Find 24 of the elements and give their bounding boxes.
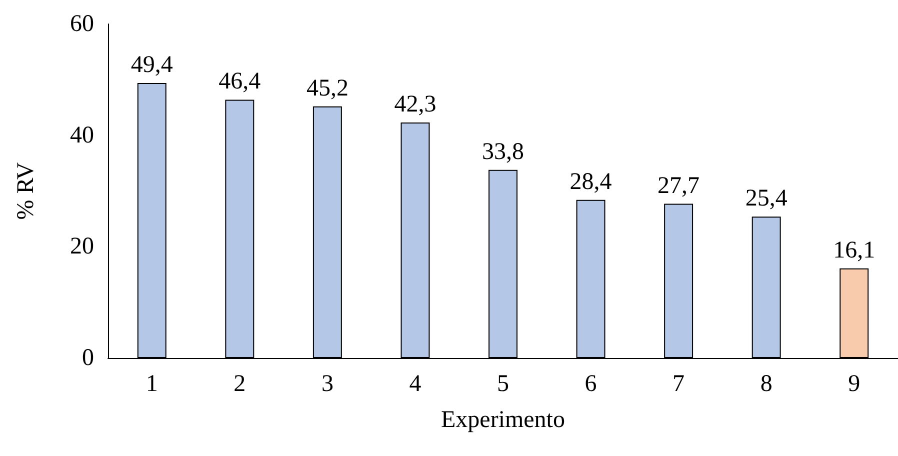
x-tick-label: 7 [672, 371, 685, 397]
data-label: 16,1 [833, 237, 876, 264]
y-tick-label: 60 [70, 11, 94, 37]
x-tick-label: 2 [234, 371, 246, 397]
data-label: 42,3 [394, 92, 436, 118]
x-axis-title: Experimento [441, 407, 565, 433]
x-tick-label: 4 [409, 371, 422, 397]
data-label: 46,4 [218, 68, 261, 95]
data-label: 28,4 [570, 168, 612, 195]
data-label: 33,8 [482, 138, 524, 165]
x-tick-label: 1 [146, 371, 158, 397]
x-tick-label: 6 [584, 371, 597, 397]
data-label: 45,2 [306, 75, 348, 102]
data-label: 25,4 [745, 186, 788, 212]
x-tick-label: 3 [321, 371, 334, 397]
x-tick-label: 9 [848, 371, 860, 397]
x-tick-label: 5 [497, 371, 509, 397]
y-tick-label: 40 [70, 122, 94, 148]
y-tick-label: 0 [82, 345, 94, 371]
x-tick-label: 8 [760, 371, 772, 397]
y-tick-label: 20 [70, 234, 94, 260]
data-label: 49,4 [130, 52, 173, 78]
y-axis-title: % RV [13, 162, 39, 220]
data-label: 27,7 [658, 172, 700, 199]
